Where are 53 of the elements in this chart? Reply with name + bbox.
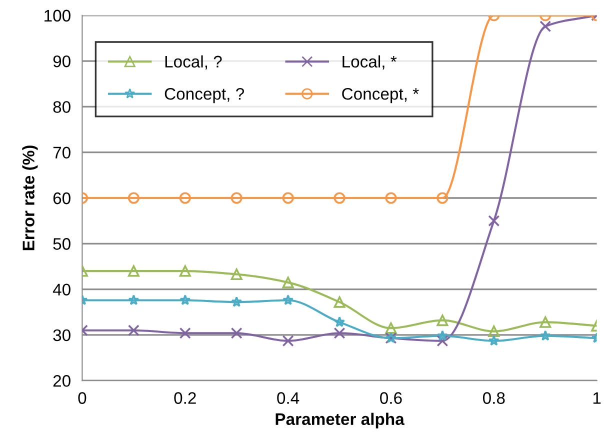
y-tick-label: 50 (53, 238, 70, 250)
x-tick-label: 0 (78, 392, 86, 404)
legend-label: Concept, ? (164, 88, 244, 104)
point (488, 215, 500, 227)
point (230, 192, 242, 204)
point (230, 327, 242, 339)
x-tick-label: 0.2 (174, 392, 196, 404)
y-tick-label: 100 (44, 10, 70, 22)
point (488, 326, 500, 338)
point (282, 335, 294, 347)
point (436, 335, 448, 347)
point (180, 294, 191, 306)
point (179, 265, 191, 277)
point (128, 192, 140, 204)
y-tick-label: 60 (53, 192, 70, 204)
legend-label: Local, ? (165, 55, 222, 70)
y-tick-label: 30 (53, 329, 70, 342)
point (385, 192, 397, 204)
x-tick-label: 0.6 (380, 392, 402, 404)
point (436, 330, 448, 341)
point (128, 265, 140, 277)
y-tick-label: 40 (52, 284, 70, 296)
point (128, 324, 140, 336)
point (128, 294, 140, 306)
point (334, 316, 346, 328)
point (385, 322, 397, 334)
point (334, 327, 346, 339)
point (488, 335, 500, 346)
legend-label: Local, * (342, 55, 397, 70)
y-axis-title: Error rate (%) (22, 146, 38, 250)
point (540, 20, 552, 32)
y-tick-label: 20 (53, 375, 70, 387)
point (334, 296, 346, 308)
point (436, 314, 448, 326)
point (230, 268, 242, 280)
point (282, 192, 294, 204)
x-tick-label: 1 (593, 392, 601, 404)
x-tick-label: 0.8 (482, 392, 505, 404)
point (540, 316, 552, 328)
x-axis-title: Parameter alpha (276, 412, 404, 428)
y-tick-label: 90 (53, 55, 70, 68)
x-tick-label: 0.4 (277, 392, 300, 404)
point (231, 296, 242, 307)
point (179, 327, 191, 339)
point (179, 192, 191, 204)
point (334, 192, 346, 204)
legend-label: Concept, * (342, 88, 419, 104)
point (282, 294, 294, 306)
y-tick-label: 70 (53, 146, 70, 159)
point (436, 192, 448, 204)
point (282, 276, 294, 288)
y-tick-label: 80 (53, 101, 70, 113)
point (540, 330, 551, 341)
